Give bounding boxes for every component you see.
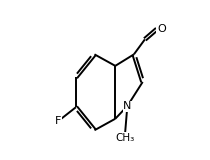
Text: F: F [55, 116, 62, 126]
Text: N: N [123, 101, 131, 111]
Text: CH₃: CH₃ [116, 132, 135, 143]
Text: O: O [157, 24, 166, 34]
